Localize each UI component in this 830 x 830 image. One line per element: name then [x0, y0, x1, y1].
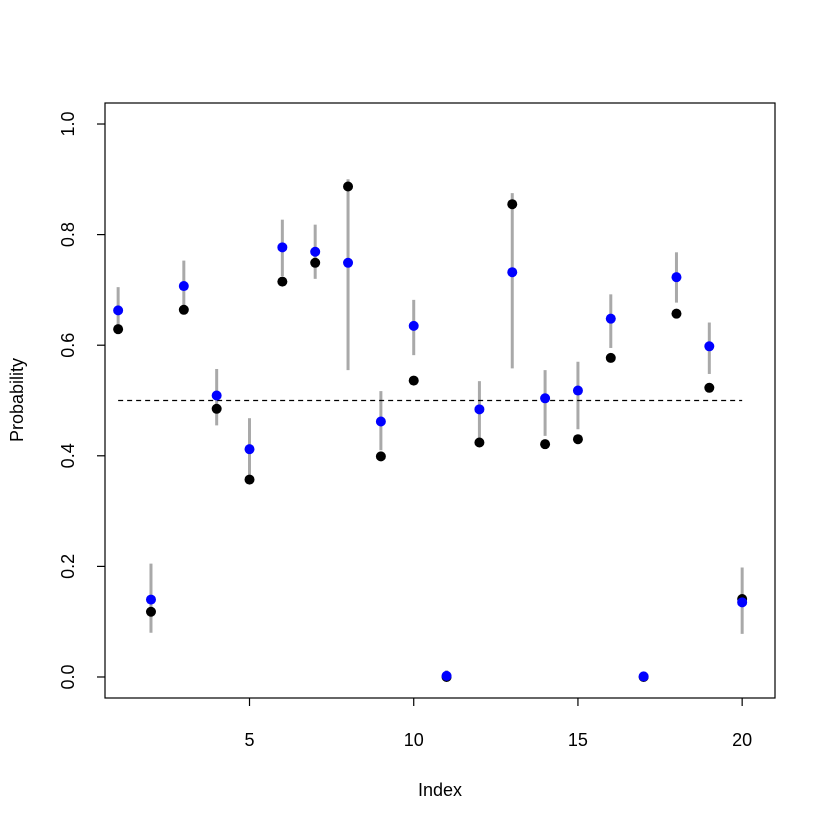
- point-series2-12: [474, 404, 485, 415]
- point-series1-13: [507, 199, 518, 210]
- point-series1-4: [211, 403, 222, 414]
- x-tick-label-20: 20: [732, 730, 752, 750]
- point-series2-11: [441, 670, 452, 681]
- point-series2-2: [145, 594, 156, 605]
- y-tick-label-1: 0.2: [58, 554, 78, 579]
- point-series1-16: [605, 352, 616, 363]
- point-series2-10: [408, 320, 419, 331]
- point-series2-9: [375, 416, 386, 427]
- point-series2-18: [671, 272, 682, 283]
- point-series1-1: [113, 324, 124, 335]
- point-series2-3: [178, 281, 189, 292]
- point-series2-1: [113, 305, 124, 316]
- point-series1-14: [540, 439, 551, 450]
- x-tick-label-5: 5: [245, 730, 255, 750]
- point-series1-6: [277, 276, 288, 287]
- point-series2-19: [704, 341, 715, 352]
- point-series1-3: [178, 304, 189, 315]
- x-tick-label-15: 15: [568, 730, 588, 750]
- point-series2-16: [605, 313, 616, 324]
- y-axis: 0.0 0.2 0.4 0.6 0.8 1.0: [58, 111, 105, 690]
- x-axis-title: Index: [418, 780, 462, 800]
- point-series2-4: [211, 390, 222, 401]
- point-series2-8: [343, 257, 354, 268]
- point-series2-14: [540, 393, 551, 404]
- y-tick-label-4: 0.8: [58, 222, 78, 247]
- y-axis-title: Probability: [7, 358, 27, 442]
- x-tick-label-10: 10: [404, 730, 424, 750]
- points-layer: [113, 181, 748, 682]
- point-series2-6: [277, 242, 288, 253]
- point-series1-8: [343, 181, 354, 192]
- point-series2-20: [737, 597, 748, 608]
- point-series1-18: [671, 308, 682, 319]
- point-series1-7: [310, 257, 321, 268]
- point-series1-2: [145, 606, 156, 617]
- point-series1-5: [244, 474, 255, 485]
- x-axis: 5 10 15 20: [245, 698, 752, 750]
- point-series2-5: [244, 444, 255, 455]
- plot-frame: [104, 102, 776, 699]
- point-series1-10: [408, 375, 419, 386]
- point-series1-12: [474, 437, 485, 448]
- y-tick-label-2: 0.4: [58, 443, 78, 468]
- y-tick-label-3: 0.6: [58, 333, 78, 358]
- y-tick-label-0: 0.0: [58, 664, 78, 689]
- point-series2-17: [638, 671, 649, 682]
- y-tick-label-5: 1.0: [58, 111, 78, 136]
- point-series1-15: [572, 434, 583, 445]
- point-series2-15: [572, 385, 583, 396]
- point-series2-13: [507, 267, 518, 278]
- point-series1-9: [375, 451, 386, 462]
- point-series1-19: [704, 382, 715, 393]
- point-series2-7: [310, 246, 321, 257]
